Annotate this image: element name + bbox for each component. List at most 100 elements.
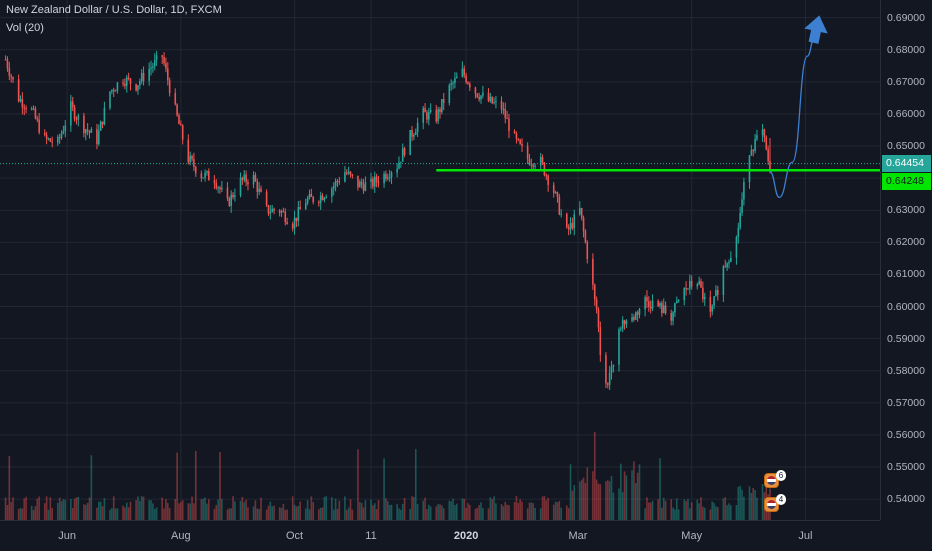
- candle-body: [34, 108, 37, 119]
- price-tick: 0.67000: [887, 75, 925, 88]
- candle-body: [338, 181, 341, 183]
- volume-bar: [608, 481, 611, 520]
- candle-body: [86, 129, 89, 132]
- volume-bar: [306, 499, 309, 520]
- volume-bar: [58, 497, 61, 520]
- volume-bar: [226, 509, 229, 520]
- candle-body: [657, 300, 659, 307]
- candle-body: [439, 109, 441, 113]
- candle-body: [256, 181, 259, 192]
- volume-bar: [748, 486, 751, 520]
- candle-body: [670, 313, 672, 321]
- volume-bar: [280, 507, 283, 520]
- candle-body: [64, 125, 67, 132]
- volume-bar: [351, 509, 354, 520]
- volume-bar: [482, 508, 484, 520]
- candle-body: [429, 109, 432, 113]
- volume-bar: [310, 496, 313, 520]
- candle-body: [748, 155, 751, 182]
- candle-body: [297, 207, 300, 221]
- candle-body: [582, 217, 585, 232]
- time-axis[interactable]: Jun Aug Oct 11 2020 Mar May Jul: [0, 520, 880, 551]
- candle-body: [30, 108, 33, 110]
- candle-body: [334, 180, 337, 186]
- candle-body: [664, 305, 667, 314]
- candle-body: [325, 196, 328, 198]
- price-chart[interactable]: [0, 0, 880, 520]
- volume-indicator-label[interactable]: Vol (20): [6, 22, 44, 34]
- volume-bar: [398, 508, 400, 520]
- volume-bar: [96, 507, 98, 520]
- volume-bar: [232, 496, 234, 520]
- volume-bar: [454, 505, 456, 520]
- candle-body: [112, 89, 115, 92]
- candle-body: [469, 83, 471, 88]
- volume-bar: [675, 498, 678, 520]
- candle-body: [521, 144, 523, 147]
- candle-body: [767, 149, 769, 162]
- candle-body: [282, 211, 285, 213]
- candle-body: [448, 84, 451, 104]
- chart-area[interactable]: New Zealand Dollar / U.S. Dollar, 1D, FX…: [0, 0, 880, 520]
- volume-bar: [194, 450, 197, 520]
- price-tick: 0.65000: [887, 140, 925, 153]
- candle-body: [700, 281, 702, 288]
- volume-bar: [73, 498, 76, 520]
- candle-body: [638, 309, 641, 315]
- volume-bar: [702, 506, 704, 520]
- economic-event-icon[interactable]: 4: [764, 494, 786, 512]
- candle-body: [181, 125, 184, 140]
- candle-body: [422, 108, 425, 123]
- candle-body: [517, 138, 520, 140]
- volume-bar: [217, 499, 219, 520]
- volume-bar: [271, 506, 274, 520]
- volume-bar: [677, 509, 680, 520]
- candle-body: [373, 176, 376, 187]
- volume-bar: [532, 503, 535, 520]
- volume-bar: [534, 507, 536, 520]
- candle-body: [150, 67, 152, 70]
- candle-body: [265, 191, 268, 206]
- volume-bar: [519, 499, 521, 520]
- economic-event-icon[interactable]: 6: [764, 470, 786, 488]
- volume-bar: [390, 504, 393, 520]
- candle-body: [424, 108, 426, 113]
- candle-body: [206, 171, 208, 173]
- volume-bar: [539, 508, 542, 520]
- volume-bar: [291, 496, 294, 520]
- candle-body: [291, 223, 294, 229]
- candle-body: [70, 101, 72, 126]
- time-tick: Oct: [286, 530, 304, 542]
- candle-body: [754, 139, 756, 151]
- candle-body: [508, 118, 510, 132]
- volume-bar: [208, 499, 210, 520]
- volume-bar: [592, 471, 594, 520]
- candle-body: [96, 129, 98, 145]
- candle-body: [269, 212, 272, 214]
- volume-bar: [282, 503, 285, 520]
- candle-body: [168, 80, 171, 94]
- candle-body: [500, 101, 503, 110]
- candle-body: [99, 121, 102, 131]
- volume-bar: [618, 488, 620, 520]
- volume-bar: [221, 498, 223, 520]
- candle-body: [278, 210, 281, 213]
- candle-body: [661, 303, 663, 314]
- candle-body: [360, 181, 363, 185]
- candle-body: [612, 364, 615, 367]
- candle-body: [90, 129, 93, 133]
- volume-bar: [256, 508, 259, 520]
- volume-bar: [401, 503, 404, 520]
- price-tick: 0.59000: [887, 332, 925, 345]
- price-axis[interactable]: 0.690000.680000.670000.660000.650000.640…: [880, 0, 932, 520]
- candle-body: [142, 72, 145, 81]
- candle-body: [621, 320, 624, 329]
- volume-bar: [646, 497, 648, 520]
- candle-body: [6, 59, 9, 69]
- time-tick: Aug: [171, 530, 191, 542]
- volume-bar: [6, 504, 9, 520]
- volume-bar: [597, 483, 600, 520]
- candle-body: [530, 164, 533, 166]
- price-tick: 0.62000: [887, 236, 925, 249]
- volume-bar: [728, 503, 730, 520]
